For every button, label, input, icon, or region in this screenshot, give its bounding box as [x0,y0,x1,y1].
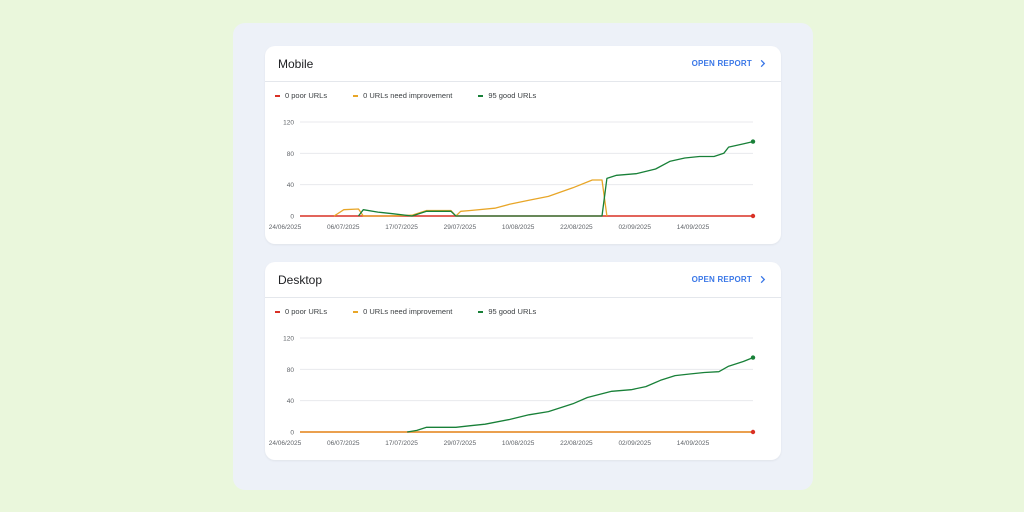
legend-item-poor[interactable]: 0 poor URLs [275,91,327,100]
legend-label: 0 poor URLs [285,91,328,100]
y-tick-label: 80 [287,151,295,158]
series-end-point [750,139,756,144]
x-tick-label: 06/07/2025 [327,440,360,447]
chart-legend: 0 poor URLs 0 URLs need improvement 95 g… [275,307,562,316]
x-tick-label: 06/07/2025 [327,224,360,231]
open-report-button[interactable]: OPEN REPORT [692,59,767,68]
y-tick-label: 0 [290,214,294,221]
legend-item-good[interactable]: 95 good URLs [478,307,536,316]
series-end-point [750,355,756,360]
x-tick-label: 02/09/2025 [618,224,651,231]
chart-legend: 0 poor URLs 0 URLs need improvement 95 g… [275,91,562,100]
mobile-chart: 120 80 40 0 24/06/2025 06/07/2025 17/07/2025 29… [269,120,756,231]
series-end-point [750,429,756,435]
open-report-label: OPEN REPORT [691,59,752,68]
y-tick-label: 80 [287,367,295,374]
x-tick-label: 24/06/2025 [269,440,302,447]
x-tick-label: 22/08/2025 [560,440,593,447]
x-tick-label: 29/07/2025 [444,440,477,447]
legend-swatch-good [478,94,484,97]
x-tick-label: 14/09/2025 [677,224,710,231]
legend-swatch-improve [353,310,359,313]
x-tick-label: 17/07/2025 [385,224,418,231]
x-tick-label: 24/06/2025 [269,224,302,231]
x-tick-label: 10/08/2025 [502,224,535,231]
legend-item-poor[interactable]: 0 poor URLs [275,307,327,316]
legend-swatch-poor [275,94,280,97]
y-tick-label: 0 [290,430,294,437]
legend-item-improve[interactable]: 0 URLs need improvement [353,307,452,316]
legend-swatch-poor [275,310,280,313]
report-panel: Mobile OPEN REPORT 0 poor URLs 0 URLs ne… [233,23,813,490]
open-report-label: OPEN REPORT [691,275,752,284]
open-report-button[interactable]: OPEN REPORT [692,275,767,284]
x-tick-label: 17/07/2025 [385,440,418,447]
series-line [333,179,608,217]
desktop-card: Desktop OPEN REPORT 0 poor URLs 0 URLs n… [265,262,781,460]
legend-label: 0 poor URLs [285,307,328,316]
legend-label: 95 good URLs [488,307,537,316]
desktop-chart: 120 80 40 0 24/06/2025 06/07/2025 17/07/2025 29… [269,336,756,447]
y-tick-label: 40 [287,182,295,189]
mobile-card: Mobile OPEN REPORT 0 poor URLs 0 URLs ne… [265,46,781,244]
legend-label: 0 URLs need improvement [363,91,453,100]
legend-item-good[interactable]: 95 good URLs [478,91,536,100]
series-line [357,140,754,217]
legend-swatch-improve [353,94,359,97]
card-title: Mobile [278,56,314,71]
chevron-right-icon [760,59,766,68]
card-title: Desktop [278,272,323,287]
legend-label: 0 URLs need improvement [363,307,453,316]
x-tick-label: 10/08/2025 [502,440,535,447]
legend-label: 95 good URLs [488,91,537,100]
y-tick-label: 40 [287,398,295,405]
series-line [407,356,754,433]
x-tick-label: 22/08/2025 [560,224,593,231]
y-tick-label: 120 [283,336,294,343]
y-tick-label: 120 [283,120,294,127]
desktop-card-header: Desktop OPEN REPORT [265,262,781,298]
chevron-right-icon [760,275,766,284]
x-tick-label: 02/09/2025 [618,440,651,447]
legend-item-improve[interactable]: 0 URLs need improvement [353,91,452,100]
series-end-point [750,213,756,219]
legend-swatch-good [478,310,484,313]
mobile-card-header: Mobile OPEN REPORT [265,46,781,82]
x-tick-label: 14/09/2025 [677,440,710,447]
x-tick-label: 29/07/2025 [444,224,477,231]
